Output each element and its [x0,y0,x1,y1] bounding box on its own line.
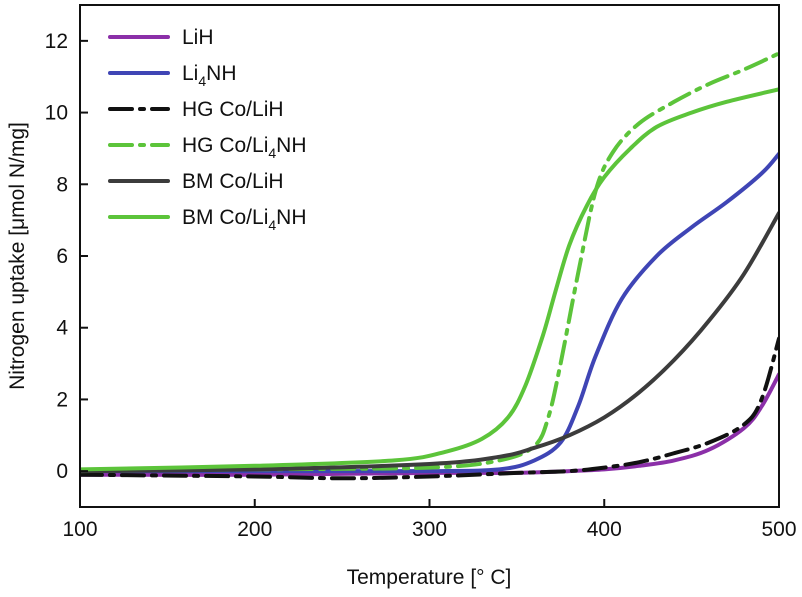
series-line-2 [80,151,779,474]
y-tick-label: 4 [56,317,68,340]
y-tick-label: 10 [45,102,68,125]
legend-label-2: Li4NH [182,62,237,89]
series-line-5 [80,211,779,474]
series-line-6 [80,87,779,472]
legend-label-6: BM Co/Li4NH [182,206,307,233]
x-tick-label: 100 [62,518,97,541]
tick-layer: 100 200 300 400 500 0 2 4 6 8 10 12 [45,30,797,541]
y-axis-title: Nitrogen uptake [μmol N/mg] [6,122,29,390]
legend: LiH Li4NH HG Co/LiH HG Co/Li4NH BM Co/LiH BM … [108,26,307,233]
y-tick-label: 6 [56,245,68,268]
y-tick-label: 8 [56,173,68,196]
legend-label-1: LiH [182,26,214,49]
y-tick-label: 2 [56,388,68,411]
series-line-3 [80,336,779,481]
series-line-4 [80,51,779,474]
x-tick-label: 400 [587,518,622,541]
y-tick-label: 12 [45,30,68,53]
legend-label-4: HG Co/Li4NH [182,134,307,161]
legend-label-3: HG Co/LiH [182,98,284,121]
series-line-1 [80,372,779,477]
x-tick-label: 300 [412,518,447,541]
x-axis-title: Temperature [° C] [347,566,512,589]
legend-label-5: BM Co/LiH [182,170,284,193]
series-layer [80,51,779,481]
y-tick-label: 0 [56,460,68,483]
x-tick-label: 500 [761,518,796,541]
x-tick-label: 200 [237,518,272,541]
